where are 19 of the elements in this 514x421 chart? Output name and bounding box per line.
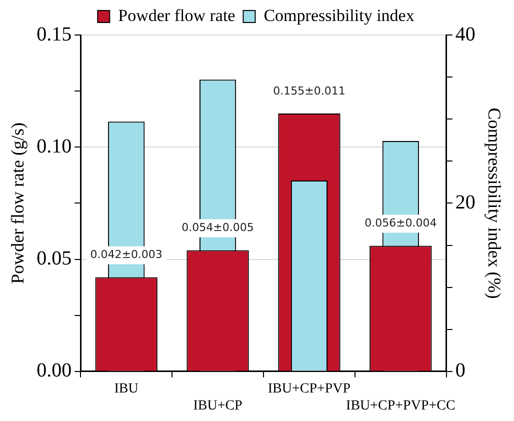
x-tick-label: IBU+CP — [193, 398, 243, 414]
legend-label: Powder flow rate — [118, 6, 236, 25]
annotation: 0.054±0.005 — [182, 221, 254, 234]
annotation: 0.042±0.003 — [90, 248, 162, 262]
y-axis-title: Powder flow rate (g/s) — [8, 122, 28, 284]
y-tick-label: 0.00 — [36, 360, 72, 382]
y2-tick-label: 40 — [455, 23, 476, 46]
y2-tick-label: 20 — [455, 191, 476, 214]
y-tick-label: 0.05 — [36, 248, 72, 270]
y-tick-label: 0.15 — [36, 23, 72, 46]
y-tick-label: 0.10 — [36, 135, 72, 158]
legend-label: Compressibility index — [264, 6, 415, 25]
annotation: 0.155±0.011 — [273, 84, 346, 98]
annotation: 0.056±0.004 — [364, 216, 437, 230]
x-tick-label: IBU — [114, 381, 138, 396]
x-tick-label: IBU+CP+PVP+CC — [346, 398, 456, 414]
x-tick-label: IBU+CP+PVP — [268, 381, 351, 396]
y2-axis-title: Compressibility index (%) — [484, 108, 504, 299]
y2-tick-label: 0 — [455, 360, 466, 382]
